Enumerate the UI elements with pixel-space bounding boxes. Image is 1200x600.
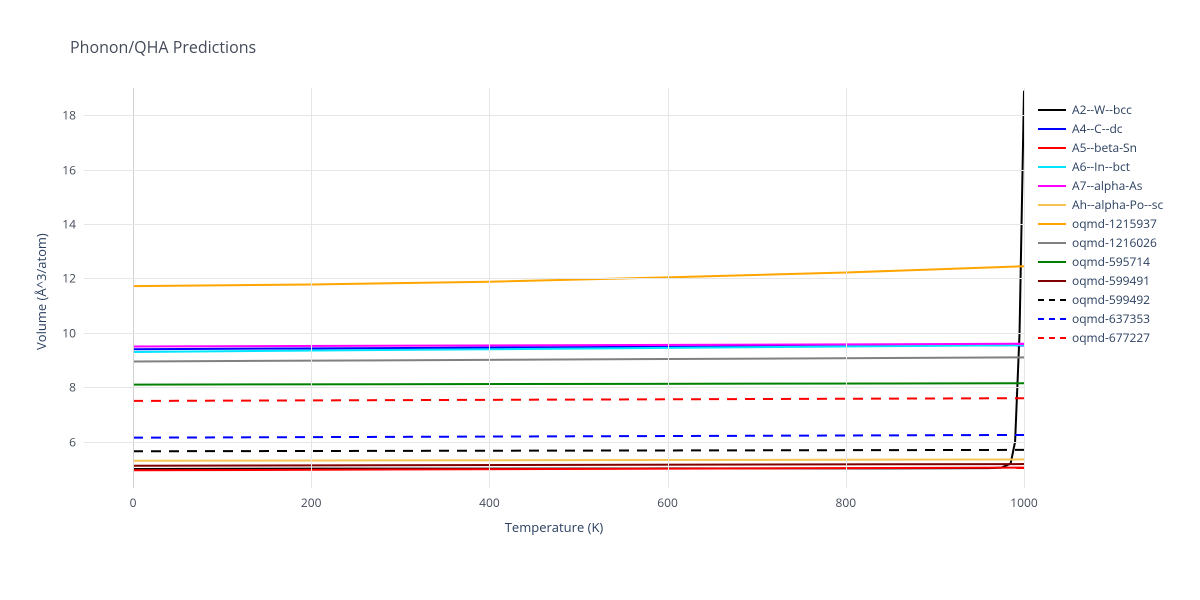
legend-swatch [1038,185,1066,187]
plot-area[interactable] [84,88,1024,488]
legend-label: oqmd-599491 [1072,272,1150,289]
series-line[interactable] [133,266,1024,286]
series-line[interactable] [133,459,1024,460]
legend-swatch [1038,128,1066,130]
legend-item[interactable]: Ah--alpha-Po--sc [1038,195,1163,214]
y-gridline [84,115,1024,116]
y-tick-label: 8 [69,379,76,396]
y-gridline [84,170,1024,171]
y-tick-label: 18 [62,107,76,124]
y-tick-label: 12 [62,270,76,287]
y-gridline [84,278,1024,279]
y-gridline [84,442,1024,443]
legend-swatch [1038,109,1066,111]
y-tick-label: 10 [62,324,76,341]
x-zero-line [133,88,134,488]
legend: A2--W--bcc A4--C--dc A5--beta-Sn A6--In--bc… [1038,100,1163,347]
legend-label: oqmd-637353 [1072,310,1150,327]
series-line[interactable] [133,464,1024,466]
legend-label: oqmd-1216026 [1072,234,1157,251]
legend-item[interactable]: oqmd-599491 [1038,271,1163,290]
legend-item[interactable]: oqmd-1216026 [1038,233,1163,252]
x-gridline [846,88,847,488]
legend-label: oqmd-1215937 [1072,215,1157,232]
y-tick-label: 6 [69,433,76,450]
y-gridline [84,333,1024,334]
series-line[interactable] [133,450,1024,451]
legend-item[interactable]: oqmd-637353 [1038,309,1163,328]
legend-swatch [1038,242,1066,244]
y-tick-label: 14 [62,216,76,233]
x-gridline [668,88,669,488]
legend-item[interactable]: A5--beta-Sn [1038,138,1163,157]
legend-swatch [1038,204,1066,206]
legend-item[interactable]: oqmd-595714 [1038,252,1163,271]
plot-svg [84,88,1024,488]
x-gridline [311,88,312,488]
series-line[interactable] [133,398,1024,401]
series-line[interactable] [133,435,1024,438]
legend-swatch [1038,223,1066,225]
legend-swatch [1038,299,1066,301]
legend-label: oqmd-595714 [1072,253,1150,270]
chart-title: Phonon/QHA Predictions [70,36,256,58]
series-line[interactable] [133,383,1024,384]
legend-label: A5--beta-Sn [1072,139,1137,156]
legend-label: A4--C--dc [1072,120,1123,137]
legend-label: A2--W--bcc [1072,101,1132,118]
y-gridline [84,224,1024,225]
legend-label: Ah--alpha-Po--sc [1072,196,1163,213]
x-tick-label: 1000 [1010,494,1037,511]
x-tick-label: 600 [657,494,678,511]
legend-label: A7--alpha-As [1072,177,1142,194]
x-tick-label: 200 [301,494,322,511]
x-gridline [1024,88,1025,488]
legend-swatch [1038,166,1066,168]
x-tick-label: 800 [836,494,857,511]
legend-label: A6--In--bct [1072,158,1130,175]
legend-item[interactable]: A2--W--bcc [1038,100,1163,119]
legend-item[interactable]: oqmd-599492 [1038,290,1163,309]
x-tick-label: 0 [130,494,137,511]
legend-swatch [1038,337,1066,339]
legend-swatch [1038,318,1066,320]
legend-item[interactable]: oqmd-677227 [1038,328,1163,347]
legend-swatch [1038,280,1066,282]
y-tick-label: 16 [62,161,76,178]
legend-item[interactable]: A6--In--bct [1038,157,1163,176]
legend-swatch [1038,261,1066,263]
legend-item[interactable]: oqmd-1215937 [1038,214,1163,233]
legend-label: oqmd-677227 [1072,329,1150,346]
legend-item[interactable]: A4--C--dc [1038,119,1163,138]
y-axis-label: Volume (Å^3/atom) [32,233,50,350]
legend-label: oqmd-599492 [1072,291,1150,308]
x-tick-label: 400 [479,494,500,511]
x-gridline [489,88,490,488]
legend-item[interactable]: A7--alpha-As [1038,176,1163,195]
series-line[interactable] [133,357,1024,361]
legend-swatch [1038,147,1066,149]
x-axis-label: Temperature (K) [505,518,604,536]
y-gridline [84,387,1024,388]
